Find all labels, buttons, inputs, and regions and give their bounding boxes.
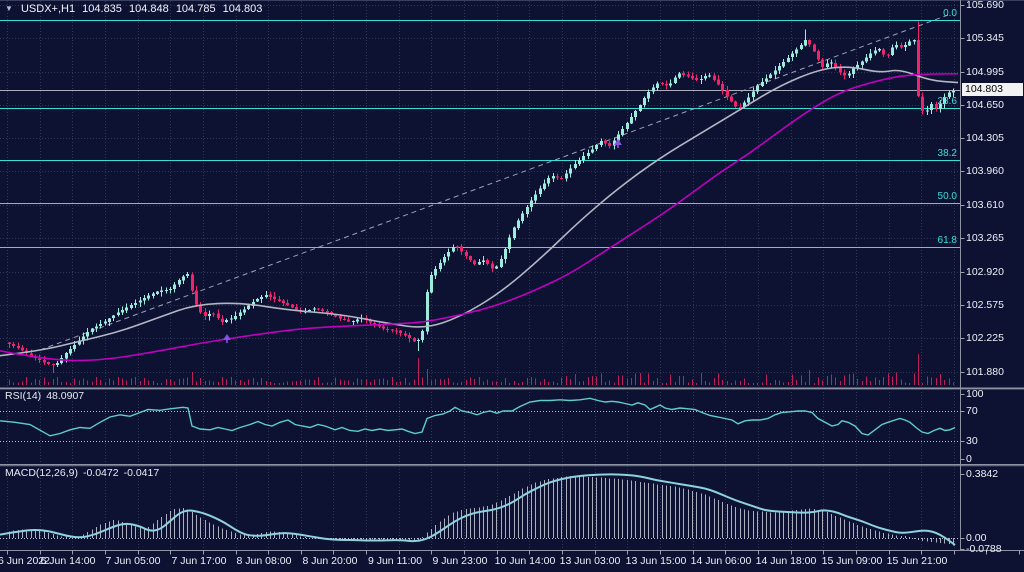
- trendline[interactable]: [39, 14, 949, 351]
- price-axis-label: 103.960: [966, 165, 1004, 177]
- price-axis-label: 103.265: [966, 232, 1004, 244]
- ohlc-open: 104.835: [82, 3, 122, 15]
- price-axis-label: 105.690: [966, 0, 1004, 11]
- time-axis-label: 7 Jun 05:00: [105, 555, 161, 567]
- collapse-chevron-icon[interactable]: ▼: [5, 4, 13, 13]
- time-axis[interactable]: [0, 550, 1024, 555]
- macd-axis-label: 0.00: [966, 532, 987, 544]
- macd-signal-line[interactable]: [0, 473, 956, 546]
- symbol-label: USDX+,H1: [20, 3, 76, 15]
- ohlc-high: 104.848: [128, 3, 169, 15]
- time-axis-label: 10 Jun 14:00: [494, 555, 556, 567]
- price-axis-label: 102.575: [966, 299, 1004, 311]
- volume-bars: [9, 354, 954, 385]
- macd-signal-value: -0.0417: [123, 467, 160, 479]
- fib-label: 23.6: [937, 96, 957, 107]
- ma-slow-line[interactable]: [0, 73, 958, 362]
- price-axis-label: 104.650: [966, 99, 1004, 111]
- rsi-axis-label: 30: [966, 435, 978, 447]
- macd-axis-label: 0.3842: [966, 468, 999, 480]
- time-axis-label: 8 Jun 20:00: [302, 555, 358, 567]
- signal-arrow-icon: [223, 139, 622, 343]
- price-axis-label: 101.880: [966, 366, 1004, 378]
- rsi-value: 48.0907: [46, 390, 85, 402]
- rsi-name: RSI(14): [5, 390, 42, 402]
- macd-axis-label: -0.0788: [966, 543, 1002, 555]
- time-axis-label: 14 Jun 06:00: [690, 555, 752, 567]
- fib-label: 0.0: [943, 8, 957, 19]
- fib-label: 38.2: [937, 148, 957, 159]
- price-axis-label: 102.225: [966, 332, 1004, 344]
- price-axis[interactable]: [960, 0, 965, 551]
- panel-separators[interactable]: [0, 0, 1024, 467]
- macd-indicator-label: MACD(12,26,9) -0.0472 -0.0417: [5, 467, 164, 479]
- rsi-axis-label: 0: [966, 453, 972, 465]
- price-axis-label: 103.610: [966, 199, 1004, 211]
- rsi-axis-label: 70: [966, 405, 978, 417]
- price-axis-label: 104.305: [966, 132, 1004, 144]
- time-axis-label: 9 Jun 23:00: [432, 555, 488, 567]
- ohlc-close: 104.803: [222, 3, 263, 15]
- price-axis-label: 104.995: [966, 66, 1004, 78]
- rsi-axis-label: 100: [966, 388, 984, 400]
- time-axis-label: 9 Jun 11:00: [367, 555, 423, 567]
- time-axis-label: 15 Jun 21:00: [886, 555, 948, 567]
- macd-main-value: -0.0472: [82, 467, 119, 479]
- rsi-line[interactable]: [0, 397, 956, 437]
- fib-label: 50.0: [937, 191, 957, 202]
- time-axis-label: 14 Jun 18:00: [755, 555, 817, 567]
- time-axis-label: 8 Jun 08:00: [236, 555, 292, 567]
- fib-label: 61.8: [937, 235, 957, 246]
- time-axis-label: 7 Jun 17:00: [171, 555, 227, 567]
- rsi-indicator-label: RSI(14) 48.0907: [5, 390, 89, 402]
- fibonacci-lines[interactable]: [0, 19, 960, 249]
- time-axis-label: 13 Jun 15:00: [625, 555, 687, 567]
- symbol-header: ▼ USDX+,H1 104.835 104.848 104.785 104.8…: [5, 3, 266, 15]
- price-axis-label: 105.345: [966, 32, 1004, 44]
- ma-fast-line[interactable]: [0, 66, 959, 357]
- time-axis-label: 15 Jun 09:00: [821, 555, 883, 567]
- ohlc-low: 104.785: [175, 3, 216, 15]
- time-axis-label: 6 Jun 14:00: [40, 555, 96, 567]
- macd-histogram: [9, 475, 954, 546]
- time-axis-label: 13 Jun 03:00: [559, 555, 621, 567]
- macd-name: MACD(12,26,9): [5, 467, 78, 479]
- current-price-label: 104.803: [962, 83, 1023, 96]
- time-axis-label: 6 Jun 2022: [0, 555, 50, 567]
- price-axis-label: 102.920: [966, 266, 1004, 278]
